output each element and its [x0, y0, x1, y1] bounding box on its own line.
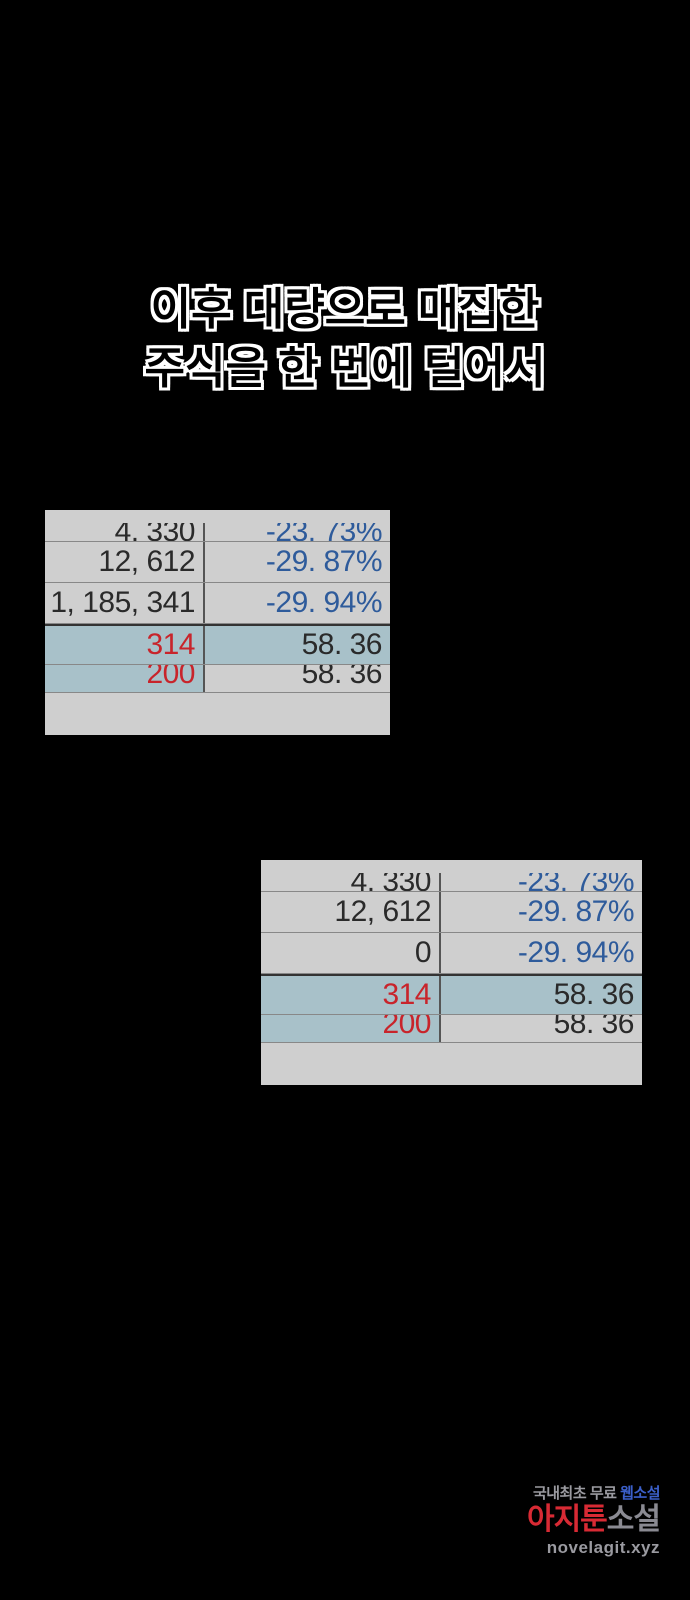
table-row: 4, 330-23. 73% — [261, 860, 642, 892]
cell-value: 12, 612 — [45, 542, 205, 582]
cell-value: 4, 330 — [261, 873, 441, 891]
cell-value: 200 — [261, 1015, 441, 1042]
watermark-url: novelagit.xyz — [527, 1538, 660, 1558]
watermark-brand-red: 아지툰 — [527, 1503, 607, 1536]
cell-percent: -23. 73% — [205, 523, 390, 541]
cell-value: 4, 330 — [45, 523, 205, 541]
watermark-tagline: 국내최초 무료 웹소설 — [527, 1485, 660, 1502]
cell-value: 1, 185, 341 — [45, 583, 205, 623]
watermark: 국내최초 무료 웹소설 아지툰소설 novelagit.xyz — [527, 1485, 660, 1558]
cell-value: 0 — [261, 933, 441, 973]
table-row: 0-29. 94% — [261, 933, 642, 974]
cell-percent: -29. 87% — [205, 542, 390, 582]
table-row: 20058. 36 — [261, 1015, 642, 1043]
table-row: 20058. 36 — [45, 665, 390, 693]
cell-value: 314 — [45, 626, 205, 664]
cell-percent: 58. 36 — [441, 976, 642, 1014]
stock-panel-top: 4, 330-23. 73%12, 612-29. 87%1, 185, 341… — [45, 510, 390, 735]
table-row: 31458. 36 — [45, 624, 390, 665]
table-row: 31458. 36 — [261, 974, 642, 1015]
caption-line-1: 이후 대량으로 매집한 — [151, 285, 540, 334]
watermark-brand: 아지툰소설 — [527, 1503, 660, 1538]
watermark-brand-gray: 소설 — [607, 1503, 660, 1536]
cell-value: 200 — [45, 665, 205, 692]
table-row: 4, 330-23. 73% — [45, 510, 390, 542]
table-row: 12, 612-29. 87% — [261, 892, 642, 933]
cell-percent: 58. 36 — [205, 626, 390, 664]
cell-percent: -23. 73% — [441, 873, 642, 891]
table-row: 1, 185, 341-29. 94% — [45, 583, 390, 624]
cell-value: 314 — [261, 976, 441, 1014]
table-row: 12, 612-29. 87% — [45, 542, 390, 583]
cell-value: 12, 612 — [261, 892, 441, 932]
caption-line-2: 주식을 한 번에 털어서 — [145, 344, 546, 393]
cell-percent: 58. 36 — [441, 1015, 642, 1042]
cell-percent: -29. 87% — [441, 892, 642, 932]
caption-text: 이후 대량으로 매집한 주식을 한 번에 털어서 — [0, 280, 690, 399]
watermark-tagline-blue: 웹소설 — [620, 1485, 660, 1502]
stock-panel-bottom: 4, 330-23. 73%12, 612-29. 87%0-29. 94%31… — [261, 860, 642, 1085]
watermark-tagline-gray: 국내최초 무료 — [533, 1485, 616, 1502]
cell-percent: -29. 94% — [441, 933, 642, 973]
cell-percent: -29. 94% — [205, 583, 390, 623]
cell-percent: 58. 36 — [205, 665, 390, 692]
